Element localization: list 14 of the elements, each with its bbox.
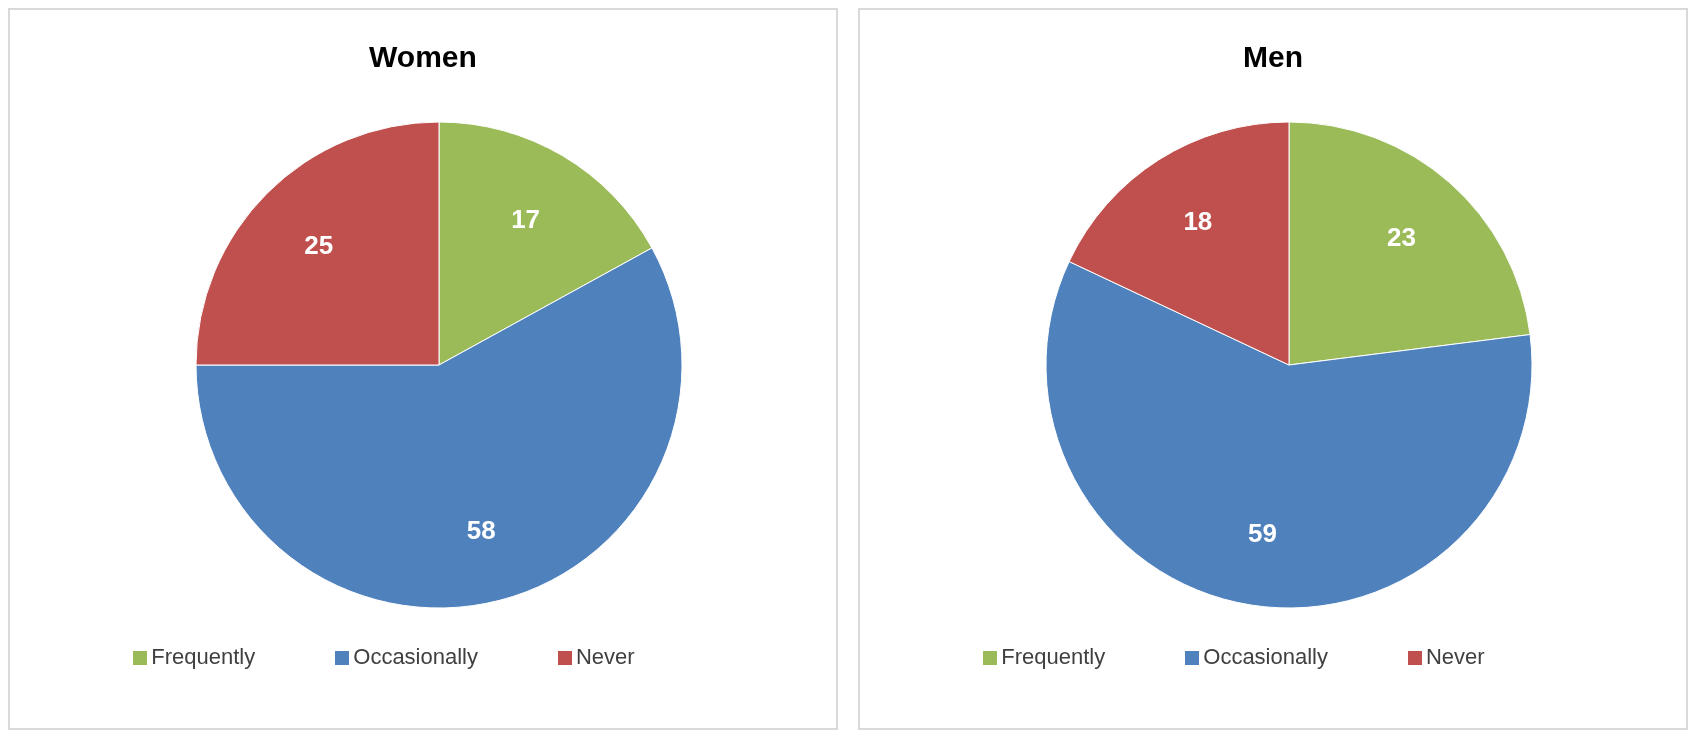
legend-label: Frequently xyxy=(1001,644,1106,669)
chart-title: Women xyxy=(368,40,478,74)
data-label: 25 xyxy=(304,229,334,260)
legend-label: Occasionally xyxy=(353,644,478,669)
data-label: 59 xyxy=(1247,518,1277,549)
data-label: 18 xyxy=(1183,206,1213,237)
legend-label: Occasionally xyxy=(1203,644,1328,669)
legend-label: Never xyxy=(1425,644,1485,669)
data-label: 23 xyxy=(1387,222,1416,253)
data-label: 58 xyxy=(466,514,496,545)
chart-title: Men xyxy=(1242,40,1304,74)
legend-label: Frequently xyxy=(151,644,256,669)
legend-label: Never xyxy=(575,644,635,669)
data-label: 17 xyxy=(511,203,541,234)
